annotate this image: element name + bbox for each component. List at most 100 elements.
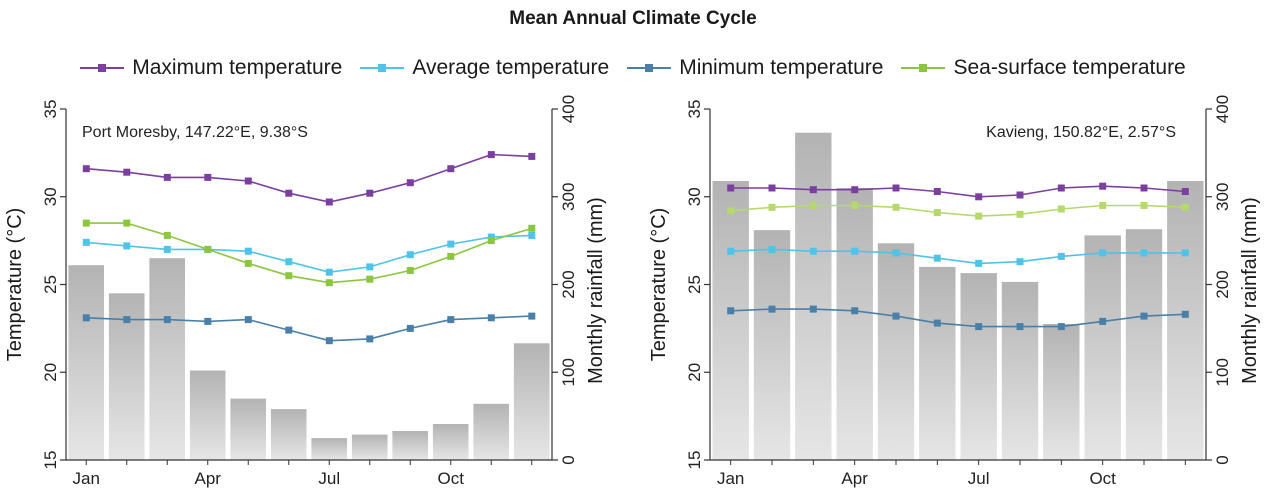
legend-swatch-avg [360, 61, 405, 75]
series-point [1181, 249, 1189, 257]
y2-tick-label: 0 [1213, 455, 1232, 464]
series-point [1057, 252, 1065, 260]
series-point [123, 219, 131, 227]
rainfall-bar [1043, 324, 1080, 460]
series-point [1140, 312, 1148, 320]
rainfall-bar [311, 438, 347, 460]
series-line-1 [86, 153, 532, 203]
legend-swatch-min [627, 61, 672, 75]
series-point [447, 240, 455, 248]
series-point [975, 193, 983, 201]
y2-tick-label: 200 [559, 270, 578, 298]
x-tick-label: Jan [73, 469, 100, 488]
legend-swatch-sst [901, 61, 946, 75]
series-point [1099, 249, 1107, 257]
series-point [285, 189, 293, 197]
rainfall-bar [149, 258, 185, 460]
series-point [727, 207, 735, 215]
series-point [366, 275, 374, 283]
series-point [809, 186, 817, 194]
series-point [1181, 310, 1189, 318]
series-point [727, 307, 735, 315]
series-point [1181, 188, 1189, 195]
series-point [1140, 202, 1148, 209]
legend-item-avg: Average temperature [360, 56, 609, 80]
rainfall-bar [1084, 235, 1121, 460]
series-line-2 [730, 248, 1186, 265]
series-point [933, 209, 941, 216]
rainfall-bar [960, 273, 997, 460]
series-point [366, 335, 374, 343]
series-point [933, 319, 941, 327]
series-point [1057, 323, 1065, 331]
y2-tick-label: 300 [1213, 183, 1232, 211]
series-line-3 [86, 315, 532, 342]
y-tick-label: 15 [685, 451, 704, 470]
series-point [244, 316, 252, 324]
rainfall-bar [270, 409, 307, 460]
series-point [1099, 317, 1107, 325]
rainfall-bar [753, 230, 791, 460]
rainfall-bar [795, 132, 832, 460]
series-point [768, 305, 776, 313]
series-point [163, 316, 171, 324]
series-point [406, 179, 414, 187]
rainfall-bar [473, 403, 509, 460]
y2-axis-title: Monthly rainfall (mm) [585, 197, 607, 384]
y-tick-label: 15 [41, 451, 60, 470]
series-point [487, 151, 495, 159]
series-point [325, 279, 333, 287]
series-point [768, 184, 776, 192]
y-tick-label: 30 [685, 187, 704, 206]
series-point [1099, 182, 1107, 190]
series-point [727, 184, 735, 192]
legend-label-min: Minimum temperature [679, 56, 884, 79]
rainfall-bar [836, 188, 873, 460]
series-point [1016, 210, 1024, 218]
series-point [204, 245, 212, 253]
y2-tick-label: 0 [559, 455, 578, 464]
rainfall-bar [432, 424, 469, 460]
rainfall-bar [1167, 181, 1204, 460]
series-point [892, 312, 900, 320]
series-point [1016, 258, 1024, 266]
series-line-3 [730, 308, 1186, 328]
series-point [528, 231, 536, 239]
x-tick-label: Apr [841, 469, 868, 488]
series-point [447, 316, 455, 324]
rainfall-bar [877, 243, 915, 460]
series-point [892, 203, 900, 211]
series-point [809, 247, 817, 255]
series-point [809, 202, 817, 209]
series-point [1181, 203, 1189, 211]
x-tick-label: Oct [438, 469, 465, 488]
series-point [325, 268, 333, 276]
series-point [528, 312, 536, 320]
series-point [768, 245, 776, 253]
series-point [933, 254, 941, 262]
series-line-1 [730, 185, 1186, 198]
y-tick-label: 30 [41, 187, 60, 206]
series-point [975, 323, 983, 331]
y-tick-label: 35 [41, 100, 60, 119]
series-point [123, 316, 131, 324]
series-point [1140, 184, 1148, 192]
series-point [1016, 323, 1024, 331]
y-tick-label: 20 [41, 363, 60, 382]
series-point [82, 165, 90, 173]
x-tick-label: Oct [1089, 469, 1116, 488]
series-point [1140, 249, 1148, 257]
y2-tick-label: 400 [1213, 95, 1232, 123]
series-point [933, 188, 941, 195]
series-point [851, 202, 859, 209]
y-axis-title: Temperature (°C) [4, 208, 26, 362]
x-tick-label: Jan [717, 469, 744, 488]
station-annotation: Port Moresby, 147.22°E, 9.38°S [82, 124, 308, 141]
x-tick-label: Jul [968, 469, 990, 488]
legend-label-max: Maximum temperature [132, 56, 343, 79]
series-point [123, 242, 131, 250]
series-point [1057, 205, 1065, 213]
series-point [82, 314, 90, 322]
series-point [244, 259, 252, 267]
